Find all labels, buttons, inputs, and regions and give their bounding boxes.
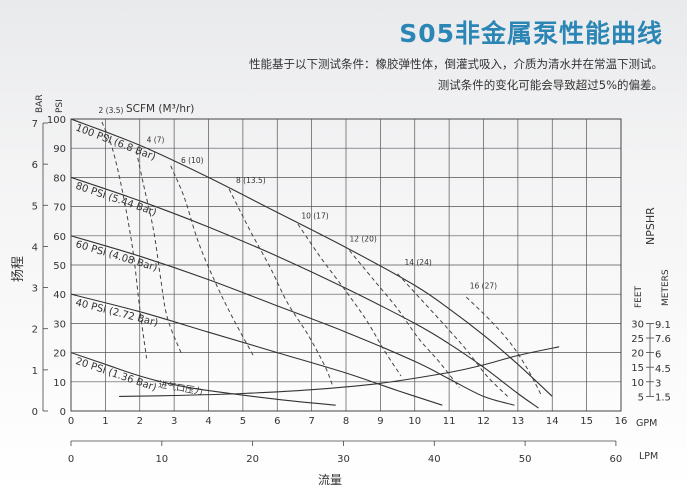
gpm-tick-label: 3	[171, 416, 177, 427]
lpm-tick-label: 30	[337, 454, 350, 465]
gpm-tick-label: 10	[408, 416, 421, 427]
air-consumption-curve	[228, 188, 333, 385]
gpm-tick-label: 4	[205, 416, 211, 427]
meter-tick-label: 6	[655, 350, 661, 361]
psi-tick-label: 100	[47, 115, 66, 126]
scfm-label: SCFM (M³/hr)	[126, 103, 194, 115]
meter-tick-label: 4.5	[655, 364, 671, 375]
meters-label: METERS	[661, 269, 671, 306]
psi-tick-label: 90	[53, 144, 66, 155]
gpm-tick-label: 2	[137, 416, 143, 427]
bar-tick-label: 0	[32, 407, 38, 418]
chart-subtitle-conditions: 性能基于以下测试条件：橡胶弹性体，倒灌式吸入，介质为清水并在常温下测试。	[249, 57, 663, 71]
psi-tick-label: 30	[53, 319, 66, 330]
air-consumption-label: 8 (13.5)	[236, 176, 266, 185]
psi-tick-label: 40	[53, 290, 66, 301]
gpm-tick-label: 12	[477, 416, 490, 427]
psi-tick-label: 10	[53, 378, 66, 389]
lpm-tick-label: 40	[428, 454, 441, 465]
chart-subtitle-deviation: 测试条件的变化可能会导致超过5%的偏差。	[437, 78, 663, 92]
air-consumption-label: 10 (17)	[301, 211, 328, 220]
meter-tick-label: 3	[655, 378, 661, 389]
bar-tick-label: 4	[32, 242, 38, 253]
lpm-tick-label: 0	[68, 454, 74, 465]
gpm-tick-label: 13	[512, 416, 525, 427]
feet-tick-label: 10	[631, 378, 644, 389]
gpm-tick-label: 7	[308, 416, 314, 427]
gpm-tick-label: 15	[580, 416, 593, 427]
gpm-tick-label: 6	[274, 416, 280, 427]
pressure-curve-label: 60 PSI (4.08 Bar)	[74, 239, 158, 274]
psi-axis-unit: PSI	[55, 99, 65, 113]
pressure-curve-label: 80 PSI (5.44 Bar)	[74, 181, 158, 219]
air-consumption-curve	[297, 223, 402, 377]
air-consumption-label: 16 (27)	[470, 281, 497, 290]
air-consumption-curve	[397, 273, 508, 397]
gpm-tick-label: 5	[240, 416, 246, 427]
meter-tick-label: 7.6	[655, 334, 671, 345]
feet-tick-label: 20	[631, 349, 644, 360]
lpm-unit: LPM	[639, 451, 658, 462]
pressure-curve-label: 100 PSI (6.8 Bar)	[74, 123, 157, 164]
bar-tick-label: 6	[32, 160, 38, 171]
gpm-tick-label: 9	[377, 416, 383, 427]
air-consumption-label: 2 (3.5)	[99, 106, 124, 115]
bar-tick-label: 2	[32, 325, 38, 336]
gpm-tick-label: 16	[615, 416, 628, 427]
gpm-tick-label: 1	[102, 416, 108, 427]
meter-tick-label: 9.1	[655, 320, 671, 331]
feet-label: FEET	[634, 285, 644, 308]
lpm-tick-label: 20	[246, 454, 259, 465]
air-consumption-label: 12 (20)	[349, 235, 376, 244]
gpm-unit: GPM	[636, 418, 657, 429]
feet-tick-label: 30	[631, 319, 644, 330]
air-consumption-curve	[465, 296, 543, 397]
chart-title: S05非金属泵性能曲线	[399, 19, 663, 48]
psi-tick-label: 70	[53, 203, 66, 214]
pressure-curve	[71, 352, 336, 406]
lpm-tick-label: 10	[155, 454, 168, 465]
gpm-tick-label: 14	[546, 416, 559, 427]
lpm-tick-label: 60	[610, 454, 623, 465]
y-axis-label: 扬程	[11, 256, 26, 282]
npshr-curve	[119, 346, 560, 397]
meter-tick-label: 1.5	[655, 393, 671, 404]
air-consumption-label: 14 (24)	[404, 258, 431, 267]
gpm-tick-label: 8	[343, 416, 349, 427]
bar-tick-label: 3	[32, 284, 38, 295]
air-consumption-curve	[135, 150, 182, 353]
psi-tick-label: 20	[53, 349, 66, 360]
psi-tick-label: 0	[60, 407, 66, 418]
bar-tick-label: 7	[32, 119, 38, 130]
gpm-tick-label: 0	[68, 416, 74, 427]
feet-tick-label: 25	[631, 334, 644, 345]
pressure-curve-label: 20 PSI (1.36 Bar)	[74, 356, 158, 394]
plot-frame	[70, 118, 622, 412]
curve-labels: 100 PSI (6.8 Bar) 80 PSI (5.44 Bar) 60 PSI…	[74, 106, 497, 394]
psi-tick-label: 60	[53, 232, 66, 243]
axis-ticks: 0 1 2 3 4 5 6 7 8 9 10 11 12 13 14 15 160102030405060708…	[32, 115, 671, 465]
bar-tick-label: 5	[32, 201, 38, 212]
bar-axis-unit: BAR	[35, 94, 45, 113]
psi-tick-label: 80	[53, 173, 66, 184]
curves	[71, 119, 560, 409]
feet-tick-label: 5	[638, 392, 644, 403]
bar-tick-label: 1	[32, 366, 38, 377]
x-axis-label: 流量	[318, 473, 342, 487]
air-consumption-label: 4 (7)	[147, 135, 165, 144]
gpm-tick-label: 11	[443, 416, 456, 427]
lpm-tick-label: 50	[519, 454, 532, 465]
npshr-label: NPSHR	[644, 207, 657, 245]
feet-tick-label: 15	[631, 363, 644, 374]
pressure-curve	[71, 176, 539, 409]
air-consumption-curve	[349, 250, 460, 388]
air-consumption-curve	[101, 121, 148, 359]
air-consumption-label: 6 (10)	[181, 156, 204, 165]
psi-tick-label: 50	[53, 261, 66, 272]
air-consumption-curve	[170, 165, 254, 356]
pressure-curve	[71, 119, 553, 397]
pressure-curve	[71, 293, 443, 406]
pressure-curve	[71, 235, 515, 406]
